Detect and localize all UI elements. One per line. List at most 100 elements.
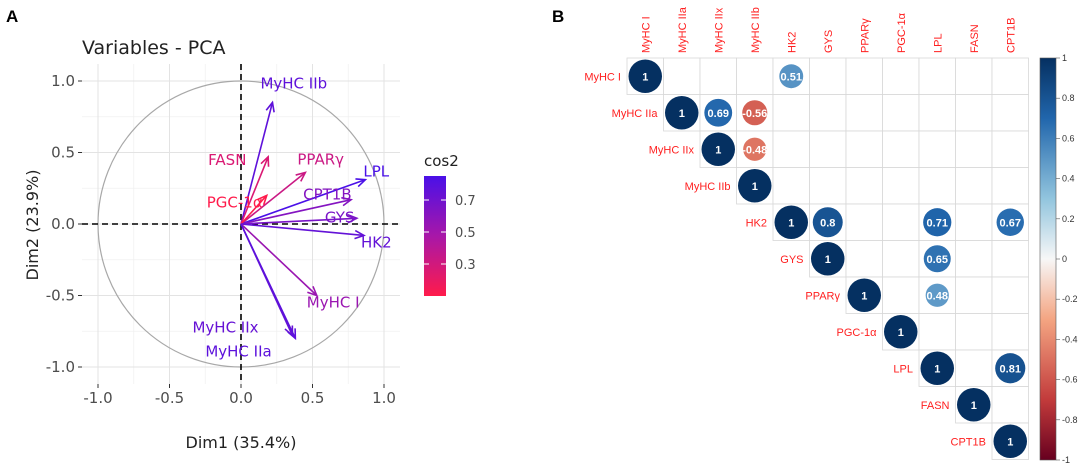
pca-variable-label: GYS: [325, 208, 355, 226]
corr-grid-cell: [918, 94, 956, 132]
corr-colorbar: 1 0.8 0.6 0.4 0.2 0 -0.2 -0.4 -0.6 -0.8 -1: [1039, 53, 1078, 465]
cos2-legend: cos2 0.3 0.5 0.7: [424, 152, 476, 296]
corr-circle: [742, 100, 768, 126]
pca-y-ticks: -1.0 -0.5 0.0 0.5 1.0: [46, 72, 82, 376]
corr-row-label: HK2: [746, 217, 767, 229]
corr-value-label: 1: [934, 363, 940, 375]
corr-value-label: 1: [825, 254, 831, 266]
pca-arrow-shaft: [240, 102, 274, 225]
pca-x-tick-label: -0.5: [155, 389, 184, 407]
corr-column-label: MyHC IIa: [677, 6, 689, 53]
pca-arrow-head: [257, 193, 269, 206]
cos2-legend-tick-label: 0.3: [455, 258, 476, 273]
corr-value-label: 0.69: [708, 108, 729, 120]
corr-colorbar-tick-label: 1: [1062, 53, 1067, 63]
pca-arrow-shaft: [240, 223, 318, 297]
corr-grid-cell: [918, 130, 956, 168]
corr-row-label: PGC-1α: [837, 327, 878, 339]
corr-colorbar-tick-label: -0.2: [1062, 294, 1078, 304]
pca-y-tick-label: 0.5: [51, 144, 75, 162]
corr-value-label: 1: [642, 71, 648, 83]
pca-arrow-shaft: [240, 178, 366, 225]
corr-circle: [847, 278, 881, 312]
cos2-legend-tick-label: 0.5: [455, 226, 476, 241]
corr-row-label: GYS: [780, 254, 803, 266]
corr-colorbar-tick-label: 0.8: [1062, 93, 1075, 103]
corr-value-label: 0.51: [781, 71, 802, 83]
corr-grid-cell: [955, 313, 993, 351]
corr-circle: [743, 137, 767, 161]
pca-arrow-shaft: [240, 194, 268, 225]
pca-arrow-head: [347, 213, 359, 224]
corr-colorbar-tick-label: -0.8: [1062, 415, 1078, 425]
corr-value-label: 1: [715, 144, 721, 156]
pca-y-tick-label: 0.0: [51, 215, 75, 233]
corr-colorbar-tick-label: -0.4: [1062, 334, 1078, 344]
corr-circle: [923, 245, 951, 273]
corr-grid-cell: [991, 57, 1029, 95]
corr-grid-cell: [845, 57, 883, 95]
corr-circle: [738, 169, 772, 203]
corr-column-label: PGC-1α: [896, 12, 908, 53]
pca-title: Variables - PCA: [82, 37, 225, 59]
pca-variable-label: PPARγ: [297, 151, 344, 169]
corr-row-label: CPT1B: [951, 436, 986, 448]
pca-arrow-head: [260, 154, 270, 167]
corr-colorbar-tick-label: -0.6: [1062, 375, 1078, 385]
pca-variable-label: MyHC IIa: [205, 342, 271, 360]
pca-arrow-head: [295, 171, 307, 182]
corr-row-labels: MyHC I MyHC IIa MyHC IIx MyHC IIb HK2 GYS PPAR…: [584, 71, 986, 448]
corr-circle: [925, 283, 949, 307]
pca-y-tick-label: 1.0: [51, 72, 75, 90]
corr-value-label: 0.67: [1000, 217, 1021, 229]
corr-grid-cell: [955, 130, 993, 168]
corr-circle: [665, 96, 699, 130]
corr-circle: [995, 353, 1026, 384]
corr-grid-cell: [772, 94, 810, 132]
cos2-legend-title: cos2: [424, 152, 459, 170]
corr-colorbar-tick-label: 0.2: [1062, 214, 1075, 224]
panel-b-letter: B: [552, 7, 564, 26]
corr-circle: [996, 208, 1024, 236]
corr-grid-cell: [991, 276, 1029, 314]
corr-grid-cell: [955, 167, 993, 205]
corr-grid-cell: [772, 130, 810, 168]
pca-arrow-shaft: [240, 217, 357, 225]
pca-variables-plot: Variables - PCA MyHC IIb FASN PPARγ LPL CPT1…: [23, 37, 476, 452]
pca-variable-label: FASN: [208, 151, 246, 169]
pca-variable-label: HK2: [361, 233, 392, 251]
corr-circle: [779, 64, 804, 89]
pca-variable-label: MyHC IIx: [192, 319, 258, 337]
corr-grid-cell: [882, 130, 920, 168]
corr-grid-cell: [955, 203, 993, 241]
corr-value-label: -0.48: [742, 144, 767, 156]
corr-grid-cell: [955, 57, 993, 95]
corr-row-label: PPARγ: [805, 290, 840, 302]
corr-column-label: GYS: [823, 30, 835, 53]
corr-grid-cell: [882, 240, 920, 278]
corr-grid-cell: [882, 167, 920, 205]
corr-grid-cell: [882, 57, 920, 95]
pca-arrow-head: [287, 328, 297, 341]
corr-row-label: MyHC IIx: [649, 144, 695, 156]
corr-colorbar-tick-label: 0.6: [1062, 133, 1075, 143]
corr-grid-cell: [736, 57, 774, 95]
corr-value-label: 1: [861, 290, 867, 302]
corr-grid-cell: [882, 203, 920, 241]
pca-x-axis-title: Dim1 (35.4%): [186, 433, 297, 452]
cos2-legend-colorbar: [424, 176, 446, 296]
pca-variable-label: MyHC I: [307, 294, 360, 312]
corr-row-label: MyHC IIb: [685, 181, 731, 193]
corr-grid-cell: [991, 386, 1029, 424]
corr-circle: [704, 98, 733, 127]
cos2-legend-ticks: 0.3 0.5 0.7: [424, 194, 476, 273]
pca-arrow-shaft: [240, 171, 306, 225]
corr-grid-cell: [663, 57, 701, 95]
corr-colorbar-ticks: 1 0.8 0.6 0.4 0.2 0 -0.2 -0.4 -0.6 -0.8 -1: [1056, 53, 1078, 465]
corr-grid-cell: [991, 167, 1029, 205]
corr-value-label: 0.81: [1000, 363, 1021, 375]
corr-value-label: 1: [679, 108, 685, 120]
corr-value-label: 1: [971, 400, 977, 412]
corr-column-label: PPARγ: [859, 18, 871, 53]
corr-value-label: 0.48: [927, 290, 948, 302]
